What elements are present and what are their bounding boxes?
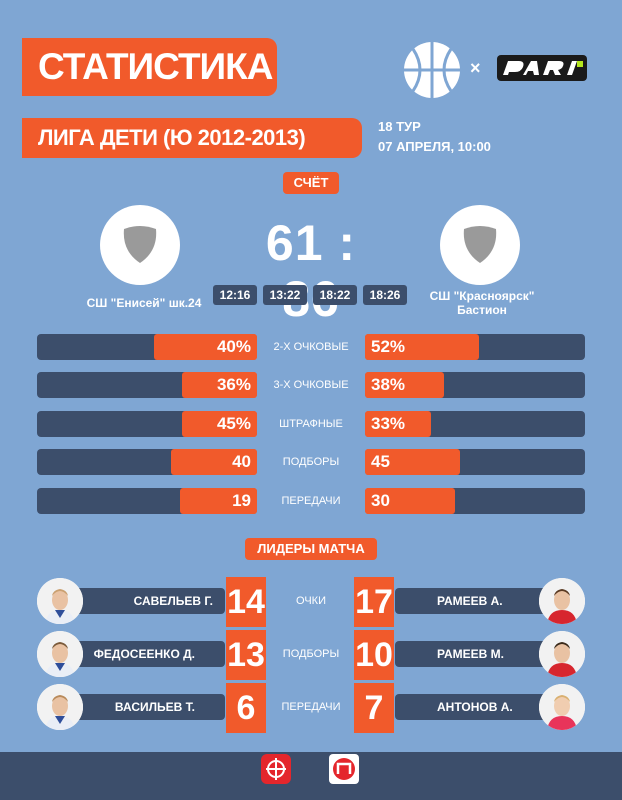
- home-stat-bar: 40%: [37, 334, 257, 360]
- stat-label: ПОДБОРЫ: [282, 456, 340, 468]
- partner-separator: ×: [470, 58, 481, 78]
- player-photo-icon: [37, 684, 83, 730]
- home-leader-name: ВАСИЛЬЕВ Т.: [114, 700, 195, 714]
- round-label: 18 ТУР: [378, 119, 421, 134]
- home-stat-value: 40: [171, 449, 257, 475]
- title-banner: СТАТИСТИКА: [22, 38, 277, 96]
- away-leader-value: 17: [354, 577, 394, 627]
- player-photo-icon: [539, 631, 585, 677]
- away-stat-value: 52%: [365, 334, 479, 360]
- home-leader-bar: САВЕЛЬЕВ Г.: [60, 588, 225, 614]
- away-leader-bar: РАМЕЕВ М.: [395, 641, 560, 667]
- player-photo-icon: [539, 578, 585, 624]
- pari-logo-icon: [497, 55, 587, 81]
- leader-category: ПОДБОРЫ: [282, 648, 340, 660]
- quarter-score: 18:26: [363, 285, 407, 305]
- home-team-name: СШ "Енисей" шк.24: [86, 296, 202, 310]
- away-team-name-line1: СШ "Красноярск": [429, 289, 535, 303]
- home-stat-value: 45%: [182, 411, 257, 437]
- home-leader-value: 14: [226, 577, 266, 627]
- away-stat-bar: 30: [365, 488, 585, 514]
- federation-logo-icon: [261, 754, 291, 784]
- stat-label: 2-Х ОЧКОВЫЕ: [273, 341, 349, 353]
- away-stat-bar: 52%: [365, 334, 585, 360]
- away-leader-bar: АНТОНОВ А.: [395, 694, 560, 720]
- quarter-score: 12:16: [213, 285, 257, 305]
- player-avatar: [539, 684, 585, 730]
- home-stat-value: 19: [180, 488, 257, 514]
- away-team-name: СШ "Красноярск" Бастион: [408, 289, 556, 317]
- league-title: ЛИГА ДЕТИ (Ю 2012-2013): [38, 125, 306, 150]
- away-leader-name: АНТОНОВ А.: [437, 700, 513, 714]
- stat-label: ПЕРЕДАЧИ: [281, 495, 341, 507]
- home-leader-value: 13: [226, 630, 266, 680]
- shield-icon: [123, 226, 157, 263]
- away-stat-value: 38%: [365, 372, 444, 398]
- away-leader-value: 10: [354, 630, 394, 680]
- home-leader-bar: ФЕДОСЕЕНКО Д.: [60, 641, 225, 667]
- away-leader-name: РАМЕЕВ А.: [437, 594, 503, 608]
- player-photo-icon: [37, 578, 83, 624]
- stat-label: ШТРАФНЫЕ: [279, 418, 343, 430]
- home-stat-value: 40%: [154, 334, 257, 360]
- player-avatar: [539, 578, 585, 624]
- match-date: 07 АПРЕЛЯ, 10:00: [378, 139, 491, 154]
- home-team-logo: [100, 205, 180, 285]
- away-stat-bar: 33%: [365, 411, 585, 437]
- away-stat-value: 30: [365, 488, 455, 514]
- quarter-score: 18:22: [313, 285, 357, 305]
- home-stat-bar: 45%: [37, 411, 257, 437]
- leaders-label: ЛИДЕРЫ МАТЧА: [245, 538, 377, 560]
- page-title: СТАТИСТИКА: [38, 46, 273, 87]
- stat-label: 3-Х ОЧКОВЫЕ: [273, 379, 349, 391]
- player-photo-icon: [539, 684, 585, 730]
- away-leader-value: 7: [354, 683, 394, 733]
- home-leader-value: 6: [226, 683, 266, 733]
- player-avatar: [37, 578, 83, 624]
- away-leader-name: РАМЕЕВ М.: [437, 647, 504, 661]
- away-stat-value: 45: [365, 449, 460, 475]
- home-leader-name: САВЕЛЬЕВ Г.: [133, 594, 213, 608]
- footer: [0, 752, 622, 800]
- away-stat-bar: 45: [365, 449, 585, 475]
- away-team-logo: [440, 205, 520, 285]
- home-leader-bar: ВАСИЛЬЕВ Т.: [60, 694, 225, 720]
- score-label: СЧЁТ: [283, 172, 339, 194]
- shield-icon: [463, 226, 497, 263]
- player-avatar: [37, 684, 83, 730]
- leader-category: ПЕРЕДАЧИ: [281, 701, 341, 713]
- basketball-logo-icon: [404, 42, 460, 98]
- away-stat-value: 33%: [365, 411, 431, 437]
- leader-category: ОЧКИ: [296, 595, 326, 607]
- quarter-score: 13:22: [263, 285, 307, 305]
- away-stat-bar: 38%: [365, 372, 585, 398]
- home-stat-bar: 19: [37, 488, 257, 514]
- home-stat-bar: 40: [37, 449, 257, 475]
- player-avatar: [37, 631, 83, 677]
- player-photo-icon: [37, 631, 83, 677]
- away-team-name-line2: Бастион: [457, 303, 507, 317]
- home-stat-value: 36%: [182, 372, 257, 398]
- sport-reserve-logo-icon: [329, 754, 359, 784]
- home-stat-bar: 36%: [37, 372, 257, 398]
- away-leader-bar: РАМЕЕВ А.: [395, 588, 560, 614]
- final-score: 61 : 86: [265, 215, 357, 327]
- home-leader-name: ФЕДОСЕЕНКО Д.: [93, 647, 195, 661]
- player-avatar: [539, 631, 585, 677]
- league-banner: ЛИГА ДЕТИ (Ю 2012-2013): [22, 118, 362, 158]
